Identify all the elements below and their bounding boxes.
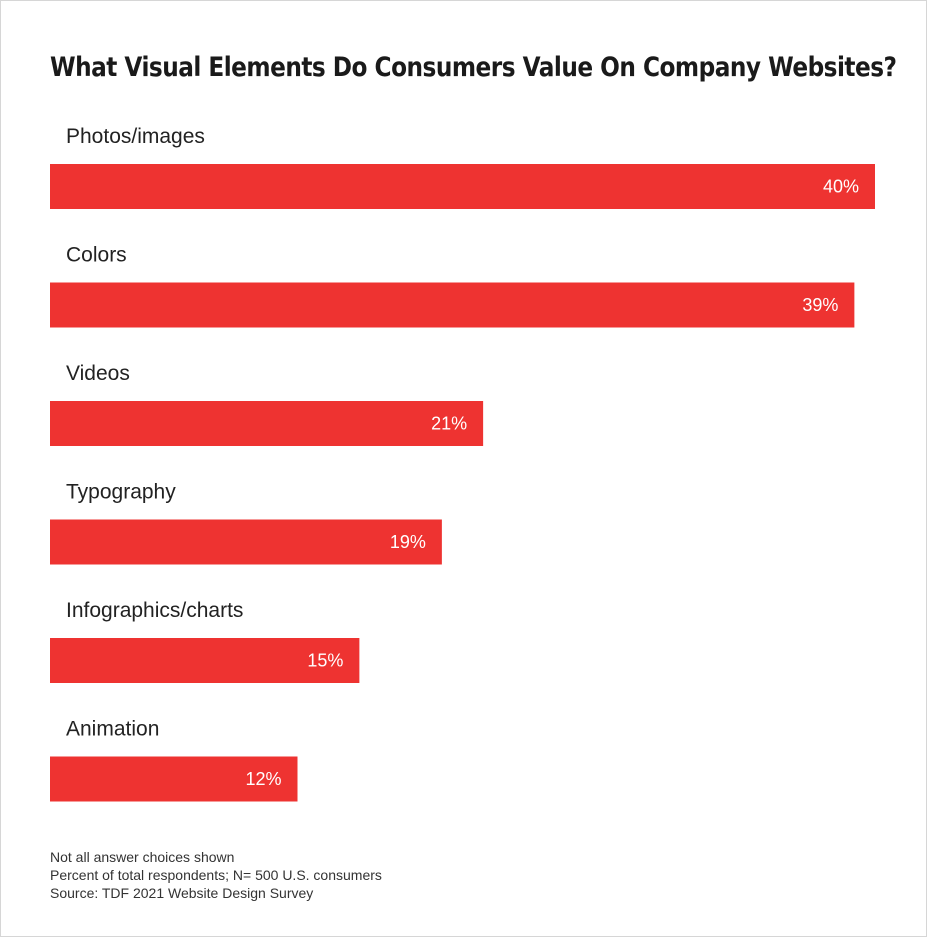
category-label: Videos: [66, 362, 130, 385]
note-answer-choices: Not all answer choices shown: [50, 849, 235, 865]
bar: [50, 282, 855, 328]
category-label: Animation: [66, 718, 159, 741]
bar: [50, 756, 298, 802]
bar: [50, 519, 442, 565]
note-source: Source: TDF 2021 Website Design Survey: [50, 885, 314, 901]
value-label: 21%: [431, 414, 467, 434]
value-label: 19%: [390, 532, 426, 552]
value-label: 39%: [802, 295, 838, 315]
note-respondents: Percent of total respondents; N= 500 U.S…: [50, 867, 382, 883]
category-label: Photos/images: [66, 125, 205, 148]
category-label: Colors: [66, 244, 127, 267]
category-label: Typography: [66, 481, 176, 504]
bar: [50, 638, 360, 683]
bar: [50, 401, 484, 446]
value-label: 40%: [823, 177, 859, 197]
value-label: 15%: [307, 651, 343, 671]
chart-title: What Visual Elements Do Consumers Value …: [50, 52, 897, 83]
category-label: Infographics/charts: [66, 599, 243, 622]
chart-notes: Not all answer choices shown Percent of …: [50, 848, 382, 902]
bar: [50, 164, 875, 209]
value-label: 12%: [245, 769, 281, 789]
